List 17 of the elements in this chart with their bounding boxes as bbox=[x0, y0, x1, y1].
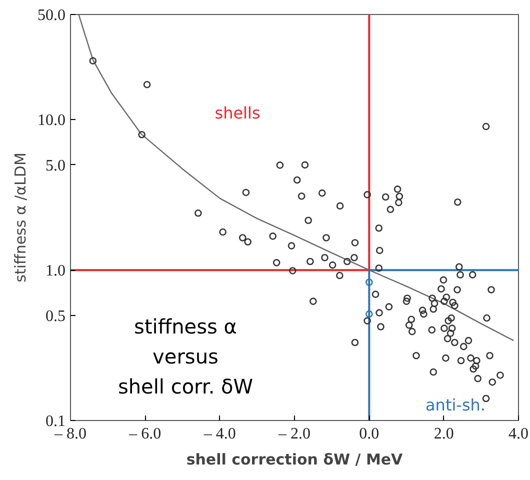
annotation: stiffness α versus shell corr. δW bbox=[118, 314, 254, 398]
y-tick-label: 1.0 bbox=[46, 262, 66, 280]
x-tick-label: – 4.0 bbox=[202, 426, 236, 442]
x-tick-label: 0.0 bbox=[359, 426, 380, 442]
annotation: shells bbox=[214, 104, 260, 122]
y-tick-label: 50.0 bbox=[38, 7, 66, 24]
line-series bbox=[78, 14, 514, 342]
x-tick-label: 2.0 bbox=[434, 426, 454, 442]
x-tick-label: – 6.0 bbox=[128, 426, 162, 442]
y-tick-label: 10.0 bbox=[38, 112, 66, 130]
x-tick-label: 4.0 bbox=[508, 426, 528, 442]
annotation: anti-sh. bbox=[426, 396, 486, 414]
y-axis-title: stiffness α /αLDM bbox=[12, 152, 30, 282]
y-tick-label: 5.0 bbox=[46, 157, 66, 174]
y-tick-label: 0.5 bbox=[46, 308, 66, 325]
x-tick-label: – 2.0 bbox=[278, 426, 310, 442]
x-axis-title: shell correction δW / MeV bbox=[186, 450, 404, 468]
